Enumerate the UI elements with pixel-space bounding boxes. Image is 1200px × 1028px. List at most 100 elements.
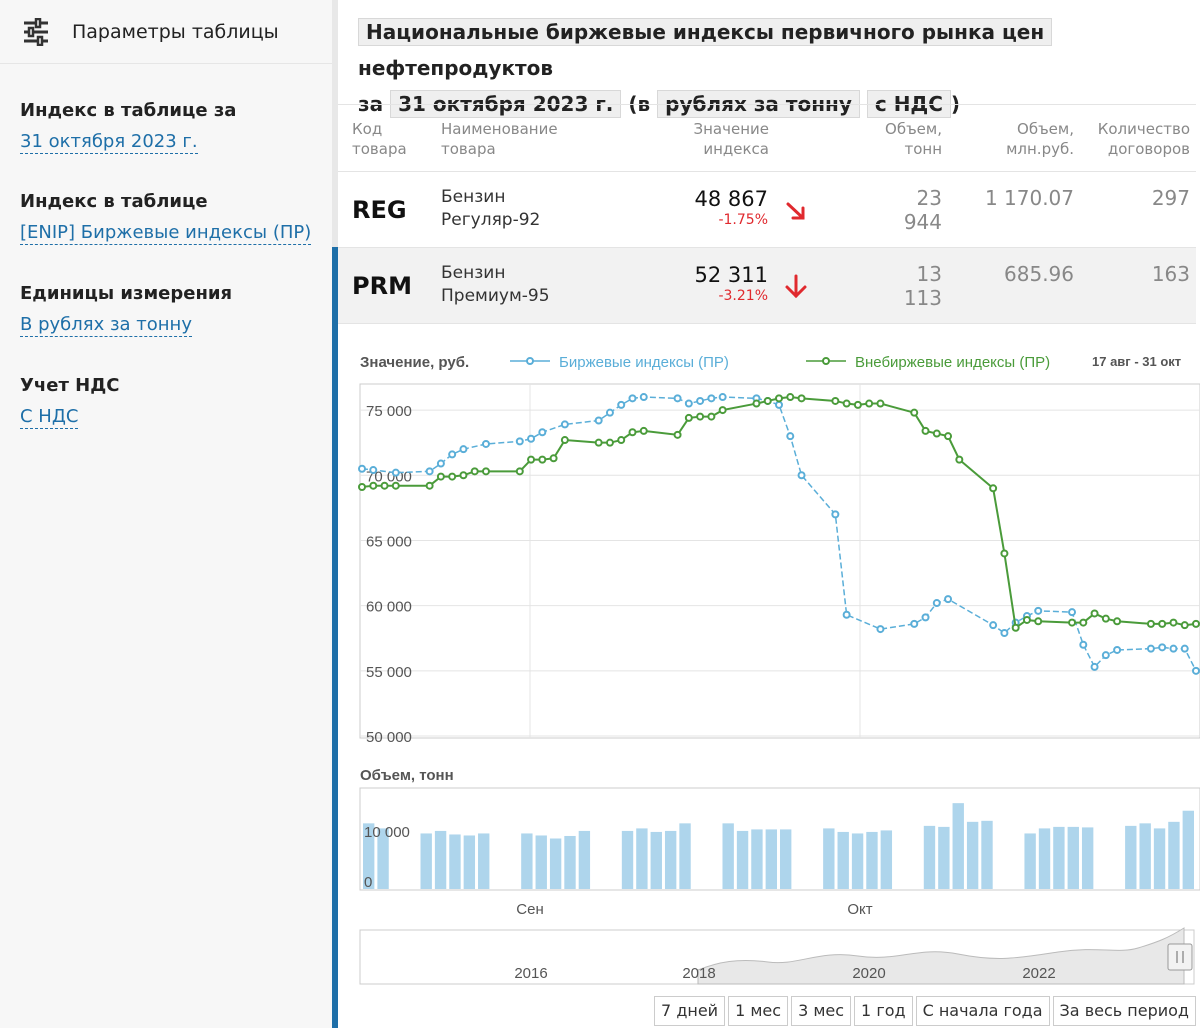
- range-1m-button[interactable]: 1 мес: [728, 996, 789, 1026]
- volume-bar[interactable]: [966, 821, 979, 889]
- data-point[interactable]: [639, 426, 648, 435]
- data-point[interactable]: [673, 430, 682, 439]
- volume-bar[interactable]: [449, 834, 461, 889]
- data-point[interactable]: [1090, 609, 1099, 618]
- data-point[interactable]: [1000, 629, 1009, 638]
- data-point[interactable]: [448, 472, 457, 481]
- data-point[interactable]: [358, 464, 366, 473]
- data-point[interactable]: [1113, 645, 1122, 654]
- data-point[interactable]: [1000, 549, 1009, 558]
- data-point[interactable]: [425, 467, 434, 476]
- data-point[interactable]: [1101, 614, 1110, 623]
- data-point[interactable]: [1034, 606, 1043, 615]
- data-point[interactable]: [763, 396, 772, 405]
- data-point[interactable]: [944, 432, 953, 441]
- data-point[interactable]: [1158, 643, 1167, 652]
- data-point[interactable]: [436, 459, 445, 468]
- data-point[interactable]: [481, 439, 490, 448]
- data-point[interactable]: [1090, 662, 1099, 671]
- data-point[interactable]: [549, 454, 558, 463]
- legend-otc[interactable]: Внебиржевые индексы (ПР): [855, 354, 1050, 371]
- data-point[interactable]: [1079, 618, 1088, 627]
- param-units-select[interactable]: В рублях за тонну: [20, 314, 192, 337]
- data-point[interactable]: [459, 471, 468, 480]
- data-point[interactable]: [425, 481, 434, 490]
- data-point[interactable]: [1022, 615, 1031, 624]
- data-point[interactable]: [1169, 618, 1178, 627]
- legend-exchange[interactable]: Биржевые индексы (ПР): [559, 354, 729, 371]
- data-point[interactable]: [527, 455, 536, 464]
- volume-bar[interactable]: [1125, 825, 1137, 889]
- data-point[interactable]: [718, 406, 727, 415]
- volume-bar[interactable]: [1067, 826, 1079, 889]
- data-point[interactable]: [718, 393, 727, 402]
- data-point[interactable]: [932, 429, 941, 438]
- data-point[interactable]: [594, 438, 603, 447]
- data-point[interactable]: [921, 426, 930, 435]
- volume-bar[interactable]: [823, 828, 835, 889]
- volume-bar[interactable]: [578, 830, 591, 889]
- data-point[interactable]: [1180, 644, 1189, 653]
- data-point[interactable]: [605, 438, 614, 447]
- data-point[interactable]: [797, 394, 806, 403]
- range-ytd-button[interactable]: С начала года: [915, 996, 1050, 1026]
- data-point[interactable]: [391, 468, 400, 477]
- data-point[interactable]: [1180, 621, 1189, 630]
- data-point[interactable]: [448, 450, 457, 459]
- data-point[interactable]: [594, 416, 603, 425]
- data-point[interactable]: [617, 436, 626, 445]
- data-point[interactable]: [470, 467, 479, 476]
- data-point[interactable]: [921, 613, 930, 622]
- param-date-select[interactable]: 31 октября 2023 г.: [20, 131, 198, 154]
- volume-bar[interactable]: [478, 833, 490, 889]
- data-point[interactable]: [515, 437, 524, 446]
- volume-bar[interactable]: [837, 831, 849, 889]
- data-point[interactable]: [853, 400, 862, 409]
- volume-bar[interactable]: [1024, 833, 1036, 889]
- volume-bar[interactable]: [636, 828, 648, 889]
- data-point[interactable]: [1192, 666, 1200, 675]
- data-point[interactable]: [707, 412, 716, 421]
- volume-bar[interactable]: [535, 835, 547, 889]
- data-point[interactable]: [628, 394, 637, 403]
- volume-bar[interactable]: [780, 829, 792, 889]
- volume-bar[interactable]: [434, 830, 447, 889]
- volume-bar[interactable]: [880, 830, 893, 889]
- data-point[interactable]: [369, 481, 378, 490]
- range-3m-button[interactable]: 3 мес: [791, 996, 852, 1026]
- data-point[interactable]: [876, 625, 885, 634]
- data-point[interactable]: [1011, 623, 1020, 632]
- table-row[interactable]: REG Бензин Регуляр-92 48 867 -1.75% 23 9…: [338, 172, 1196, 248]
- data-point[interactable]: [684, 399, 693, 408]
- data-point[interactable]: [707, 394, 716, 403]
- data-point[interactable]: [876, 399, 885, 408]
- data-point[interactable]: [1034, 617, 1043, 626]
- data-point[interactable]: [910, 408, 919, 417]
- table-row[interactable]: PRM Бензин Премиум-95 52 311 -3.21% 13 1…: [338, 248, 1196, 324]
- param-index-select[interactable]: [ENIP] Биржевые индексы (ПР): [20, 222, 312, 245]
- data-point[interactable]: [628, 428, 637, 437]
- data-point[interactable]: [696, 396, 705, 405]
- data-point[interactable]: [831, 510, 840, 519]
- volume-bar[interactable]: [521, 833, 533, 889]
- data-point[interactable]: [955, 455, 964, 464]
- data-point[interactable]: [842, 610, 851, 619]
- data-point[interactable]: [1113, 617, 1122, 626]
- data-point[interactable]: [380, 481, 389, 490]
- volume-bar[interactable]: [1081, 827, 1094, 889]
- data-point[interactable]: [865, 399, 874, 408]
- data-point[interactable]: [560, 436, 569, 445]
- data-point[interactable]: [538, 428, 547, 437]
- volume-bar[interactable]: [1153, 828, 1166, 889]
- navigator-handle[interactable]: [1167, 943, 1193, 971]
- data-point[interactable]: [527, 434, 536, 443]
- volume-bar[interactable]: [952, 803, 964, 889]
- data-point[interactable]: [673, 394, 682, 403]
- data-point[interactable]: [1192, 619, 1200, 628]
- volume-bar[interactable]: [650, 831, 662, 889]
- data-point[interactable]: [696, 412, 705, 421]
- volume-bar[interactable]: [679, 823, 691, 889]
- data-point[interactable]: [989, 621, 998, 630]
- data-point[interactable]: [989, 484, 998, 493]
- volume-bar[interactable]: [938, 826, 950, 889]
